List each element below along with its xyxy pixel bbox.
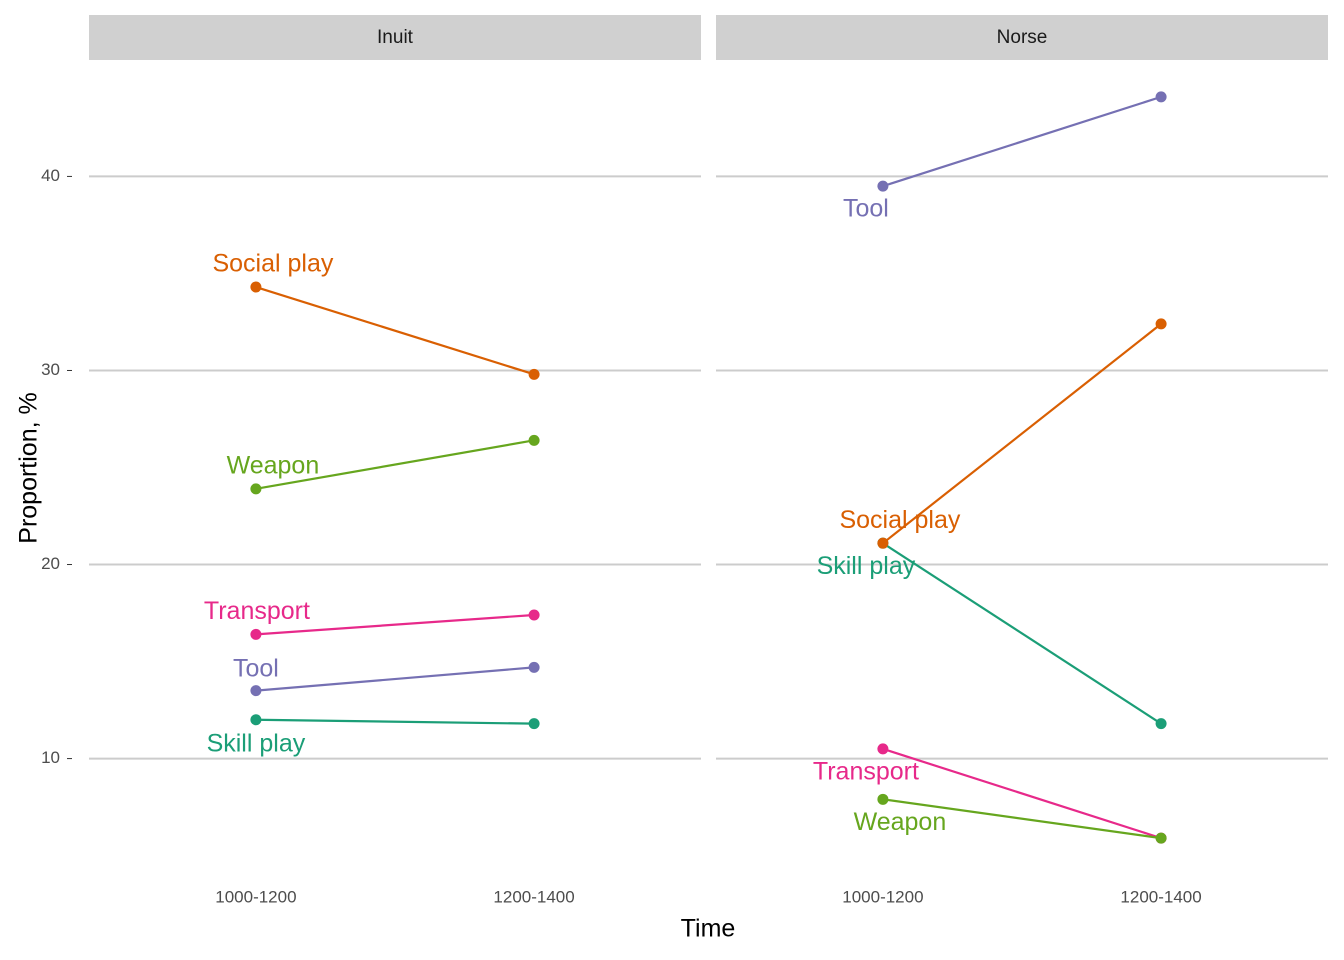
series-line (255, 613, 535, 636)
x-tick-label: 1000-1200 (215, 887, 296, 906)
x-tick-label: 1000-1200 (842, 887, 923, 906)
series-label: Skill play (207, 729, 306, 757)
data-point (528, 661, 540, 673)
data-point (528, 609, 540, 621)
y-axis-title: Proportion, % (15, 392, 43, 543)
data-point (250, 281, 262, 293)
data-point (1155, 832, 1167, 844)
x-tick-label: 1200-1400 (493, 887, 574, 906)
facet-title: Inuit (377, 27, 414, 48)
series-line (255, 718, 535, 725)
data-point (250, 714, 262, 726)
series-label: Social play (212, 250, 333, 278)
data-point (877, 743, 889, 755)
series-line (882, 798, 1162, 840)
series-label: Transport (813, 757, 919, 785)
data-point (877, 793, 889, 805)
data-point (1155, 718, 1167, 730)
series-line (882, 747, 1162, 840)
series-line (255, 666, 535, 692)
series-line (255, 285, 535, 376)
x-axis-title: Time (681, 915, 736, 943)
data-point (1155, 318, 1167, 330)
series-label: Skill play (817, 552, 916, 580)
series-label: Tool (843, 195, 889, 223)
data-point (877, 537, 889, 549)
y-tick-label: 30 (41, 360, 60, 379)
series-line (255, 439, 535, 490)
data-point (528, 718, 540, 730)
y-tick-label: 20 (41, 554, 60, 573)
facet-strip (89, 15, 701, 60)
data-point (250, 685, 262, 697)
series-line (882, 542, 1162, 725)
series-label: Social play (839, 506, 960, 534)
series-label: Weapon (854, 808, 947, 836)
data-point (250, 628, 262, 640)
data-point (250, 483, 262, 495)
series-line (882, 323, 1162, 545)
data-point (877, 180, 889, 192)
data-point (1155, 91, 1167, 103)
series-line (882, 95, 1162, 188)
y-tick-label: 10 (41, 748, 60, 767)
data-point (528, 434, 540, 446)
facet-title: Norse (997, 27, 1048, 48)
facet-strip (716, 15, 1328, 60)
series-label: Transport (204, 597, 310, 625)
series-label: Tool (233, 654, 279, 682)
x-tick-label: 1200-1400 (1120, 887, 1201, 906)
data-point (528, 368, 540, 380)
series-label: Weapon (227, 451, 320, 479)
y-tick-label: 40 (41, 166, 60, 185)
